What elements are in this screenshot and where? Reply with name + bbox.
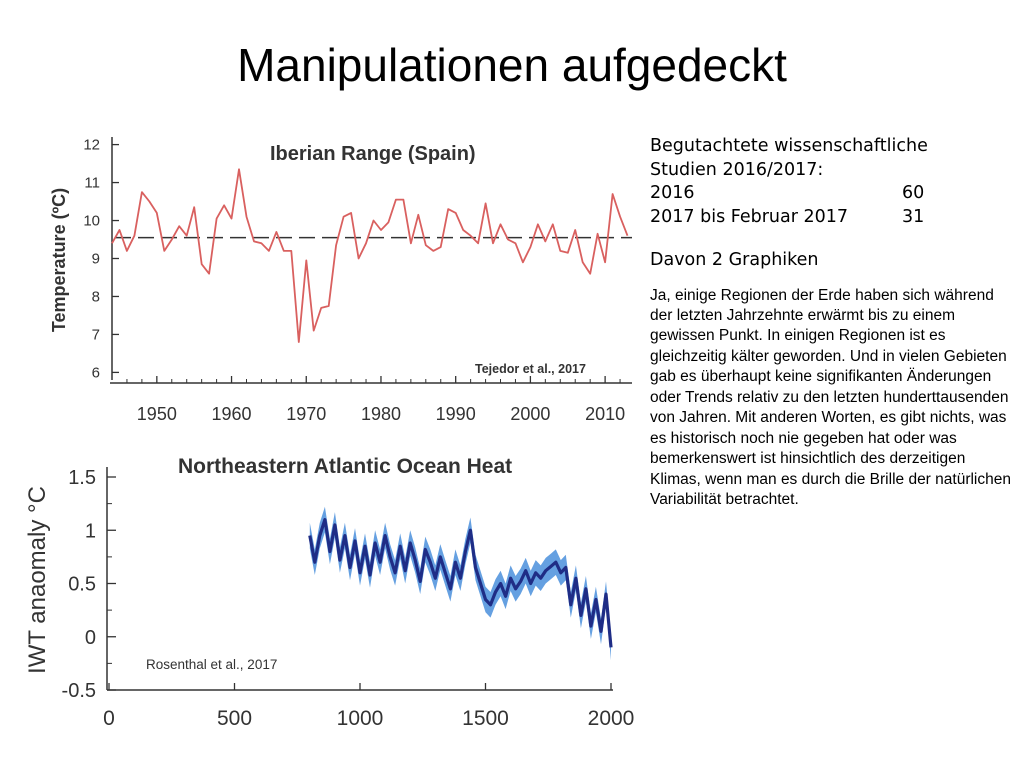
y-tick-label: 0.5	[68, 574, 96, 596]
chart1-annotation: Tejedor et al., 2017	[475, 362, 586, 376]
x-tick-label: 500	[217, 707, 252, 730]
x-tick-label: 1980	[361, 404, 401, 424]
chart1-title: Iberian Range (Spain)	[270, 143, 476, 165]
studies-row: 2017 bis Februar 2017 31	[650, 206, 1012, 230]
series-line-iwt-anomaly	[308, 517, 613, 648]
x-tick-label: 1970	[286, 404, 326, 424]
x-tick-label: 2000	[510, 404, 550, 424]
y-tick-label: 8	[92, 288, 100, 305]
y-tick-label: 1.5	[68, 467, 96, 489]
studies-panel: Begutachtete wissenschaftliche Studien 2…	[650, 135, 1012, 510]
x-tick-label: 1000	[337, 707, 384, 730]
chart2-annotation: Rosenthal et al., 2017	[146, 657, 277, 672]
chart2-ylabel: IWT anaomaly °C	[24, 486, 51, 674]
chart1-ylabel: Temperature (ºC)	[49, 188, 69, 332]
explanation-paragraph: Ja, einige Regionen der Erde haben sich …	[650, 286, 1011, 509]
chart-atlantic-ocean-heat: -0.5 0 0.5 1 1.5 0 500 1000 1500 2000 Northeaste…	[24, 455, 635, 730]
x-tick-label: 1990	[436, 404, 476, 424]
x-tick-label: 0	[103, 707, 115, 730]
y-tick-label: 7	[92, 326, 100, 343]
studies-block: Begutachtete wissenschaftliche Studien 2…	[650, 135, 1012, 230]
series-line-temperature	[111, 168, 629, 343]
x-tick-label: 1960	[212, 404, 252, 424]
studies-row-value: 60	[902, 183, 925, 204]
series-uncertainty-band	[309, 506, 611, 661]
y-tick-label: 0	[85, 627, 96, 649]
studies-heading-line2: Studien 2016/2017:	[650, 159, 824, 180]
y-tick-label: 11	[84, 175, 100, 192]
slide-title: Manipulationen aufgedeckt	[237, 39, 787, 91]
x-tick-label: 2010	[585, 404, 625, 424]
studies-row: 2016 60	[650, 182, 1012, 206]
y-tick-label: 6	[92, 364, 100, 381]
chart2-title: Northeastern Atlantic Ocean Heat	[178, 455, 512, 478]
x-tick-label: 1500	[462, 707, 509, 730]
x-tick-label: 2000	[588, 707, 635, 730]
x-tick-label: 1950	[137, 404, 177, 424]
y-tick-label: 1	[85, 520, 96, 542]
y-tick-label: -0.5	[62, 680, 96, 702]
studies-row-label: 2016	[650, 183, 695, 204]
studies-row-value: 31	[902, 206, 925, 227]
studies-row-label: 2017 bis Februar 2017	[650, 206, 849, 227]
y-tick-label: 9	[92, 251, 100, 268]
y-tick-label: 10	[83, 213, 100, 230]
studies-heading-line1: Begutachtete wissenschaftliche	[650, 136, 928, 156]
graphs-note: Davon 2 Graphiken	[650, 249, 819, 270]
y-tick-label: 12	[83, 137, 100, 154]
